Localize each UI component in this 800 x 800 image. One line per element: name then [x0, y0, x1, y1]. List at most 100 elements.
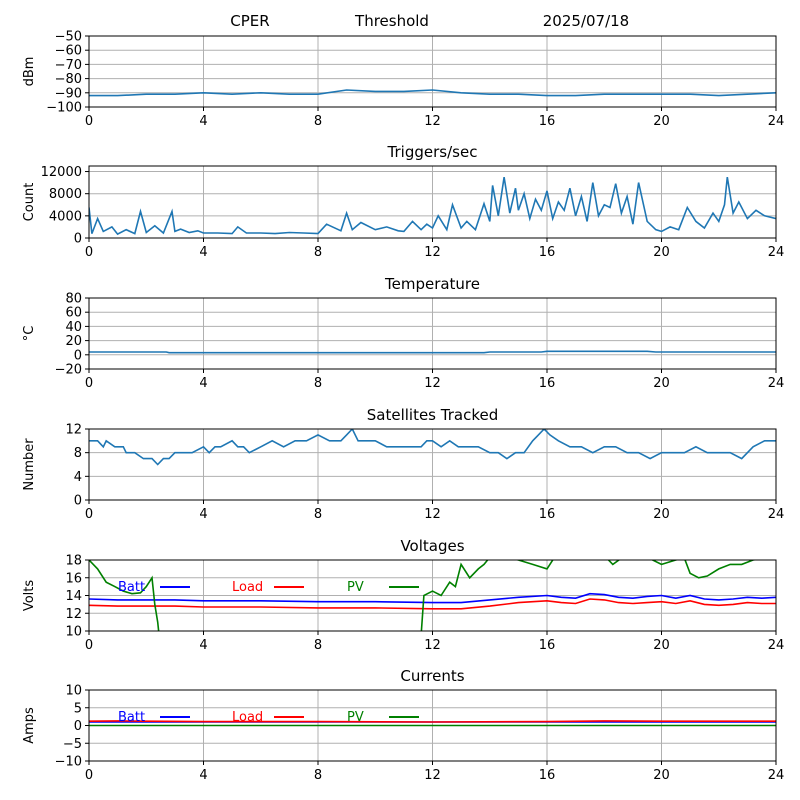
y-tick-label: 20 [65, 334, 82, 349]
x-tick-label: 0 [85, 768, 93, 783]
x-tick-label: 12 [424, 507, 441, 522]
chart-panel-6: Batt Load PV 0 4 8 12 16 20 24 −10 −5 0 5 10 Currents Am… [22, 667, 784, 783]
y-tick-label: −70 [55, 58, 82, 73]
y-tick-label: 8000 [49, 187, 82, 202]
legend-label-batt: Batt [118, 710, 145, 725]
chart-panel-1: 0 4 8 12 16 20 24 −100−90−80−70−60−50 dBm [22, 30, 784, 130]
y-axis-label: dBm [22, 57, 37, 87]
x-tick-label: 20 [653, 376, 670, 391]
x-tick-label: 20 [653, 114, 670, 129]
y-tick-label: 0 [74, 719, 82, 734]
y-tick-label: 12000 [41, 165, 82, 180]
x-tick-label: 4 [199, 114, 207, 129]
y-axis-label: Volts [22, 580, 37, 612]
y-tick-label: −5 [63, 737, 82, 752]
y-tick-label: 16 [65, 571, 82, 586]
x-tick-label: 16 [539, 768, 556, 783]
y-tick-label: −80 [55, 72, 82, 87]
chart-title: Temperature [384, 275, 480, 293]
x-tick-label: 24 [768, 768, 785, 783]
y-tick-label: 40 [65, 320, 82, 335]
chart-title: Triggers/sec [387, 143, 478, 161]
site-label: CPER [230, 12, 269, 30]
x-tick-label: 0 [85, 638, 93, 653]
x-tick-label: 0 [85, 507, 93, 522]
series-line-load [89, 720, 776, 723]
x-tick-label: 20 [653, 245, 670, 260]
x-tick-label: 20 [653, 638, 670, 653]
x-tick-label: 20 [653, 768, 670, 783]
y-axis-label: Amps [22, 707, 37, 744]
x-tick-label: 12 [424, 768, 441, 783]
x-tick-label: 24 [768, 638, 785, 653]
chart-panel-5: Batt Load PV 0 4 8 12 16 20 24 10 12 14 16 18 Voltages V… [22, 537, 784, 653]
y-tick-label: −10 [55, 755, 82, 770]
y-tick-label: 4000 [49, 209, 82, 224]
y-tick-label: −60 [55, 44, 82, 59]
y-tick-label: 5 [74, 701, 82, 716]
x-tick-label: 8 [314, 376, 322, 391]
x-tick-label: 24 [768, 245, 785, 260]
x-tick-label: 4 [199, 768, 207, 783]
y-tick-label: 12 [65, 607, 82, 622]
chart-title: Voltages [400, 537, 464, 555]
y-axis-label: Count [22, 183, 37, 222]
series-line-pv [89, 560, 759, 631]
x-tick-label: 16 [539, 638, 556, 653]
legend-label-load: Load [232, 710, 263, 725]
chart-panel-2: 0 4 8 12 16 20 24 0 4000 8000 12000 Triggers/sec Cou… [22, 143, 784, 260]
y-tick-label: 0 [74, 494, 82, 509]
series-line-load [89, 598, 776, 610]
y-axis-label: °C [22, 326, 37, 342]
y-tick-label: −100 [46, 101, 82, 116]
date-label: 2025/07/18 [543, 12, 629, 30]
x-tick-label: 24 [768, 376, 785, 391]
series-line-batt [89, 592, 776, 604]
y-tick-label: 80 [65, 292, 82, 307]
x-tick-label: 4 [199, 376, 207, 391]
y-tick-label: 10 [65, 625, 82, 640]
legend-label-pv: PV [347, 710, 364, 725]
x-tick-label: 16 [539, 114, 556, 129]
series-line-data [89, 429, 776, 466]
y-tick-label: −90 [55, 86, 82, 101]
y-tick-label: 8 [74, 446, 82, 461]
y-axis-label: Number [22, 438, 37, 491]
x-tick-label: 12 [424, 376, 441, 391]
x-tick-label: 4 [199, 507, 207, 522]
x-tick-label: 16 [539, 507, 556, 522]
y-tick-label: 12 [65, 423, 82, 438]
series-line-data [89, 89, 776, 97]
x-tick-label: 16 [539, 376, 556, 391]
x-tick-label: 0 [85, 245, 93, 260]
x-tick-label: 24 [768, 507, 785, 522]
x-tick-label: 8 [314, 768, 322, 783]
y-tick-label: −20 [55, 363, 82, 378]
x-tick-label: 4 [199, 245, 207, 260]
series-line-data [89, 176, 776, 236]
x-tick-label: 0 [85, 376, 93, 391]
x-tick-label: 0 [85, 114, 93, 129]
series-line-data [89, 350, 776, 354]
x-tick-label: 12 [424, 638, 441, 653]
x-tick-label: 8 [314, 638, 322, 653]
x-tick-label: 4 [199, 638, 207, 653]
y-tick-label: 4 [74, 470, 82, 485]
y-tick-label: 0 [74, 348, 82, 363]
legend-label-batt: Batt [118, 580, 145, 595]
y-tick-label: 0 [74, 232, 82, 247]
y-tick-label: 18 [65, 554, 82, 569]
y-tick-label: −50 [55, 30, 82, 45]
y-tick-label: 10 [65, 684, 82, 699]
x-tick-label: 8 [314, 114, 322, 129]
legend-label-pv: PV [347, 580, 364, 595]
x-tick-label: 16 [539, 245, 556, 260]
chart-title: Currents [400, 667, 464, 685]
x-tick-label: 24 [768, 114, 785, 129]
mode-label: Threshold [354, 12, 429, 30]
y-tick-label: 14 [65, 589, 82, 604]
chart-title: Satellites Tracked [367, 406, 498, 424]
x-tick-label: 8 [314, 245, 322, 260]
